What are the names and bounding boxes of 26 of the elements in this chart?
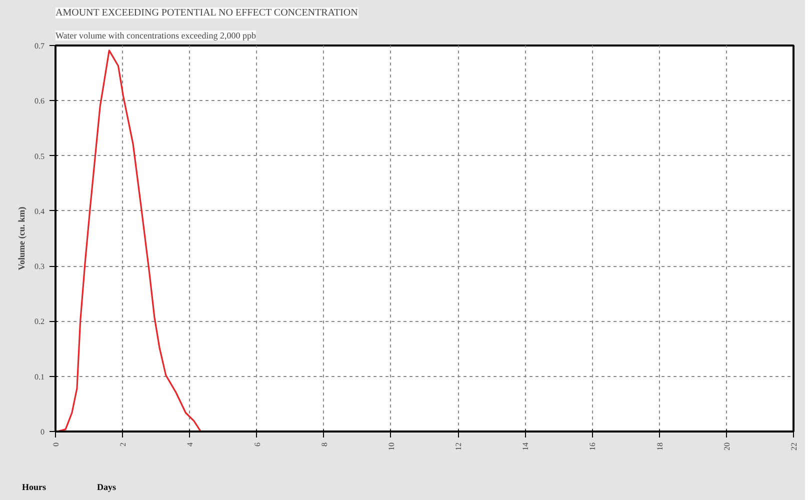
x-tick-label: 22 — [790, 442, 798, 450]
text: Days — [97, 481, 116, 494]
y-tick-label: 0.5 — [34, 152, 44, 161]
x-tick-label: 16 — [588, 442, 598, 450]
x-tick-label: 10 — [386, 442, 396, 450]
y-tick-label: 0 — [40, 428, 44, 436]
x-tick-label: 18 — [655, 442, 664, 450]
x-tick-label: 0 — [52, 442, 60, 446]
y-axis-title: Volume (cu. km) — [16, 206, 26, 270]
x-tick-label: 14 — [521, 442, 530, 450]
y-tick-label: 0.6 — [34, 96, 44, 106]
text: Hours — [22, 481, 46, 494]
y-tick-label: 0.3 — [34, 262, 44, 272]
y-tick-label: 0.2 — [34, 317, 44, 326]
line-series — [56, 50, 202, 432]
x-tick-label: 2 — [118, 442, 128, 446]
y-tick-label: 0.7 — [34, 42, 44, 50]
x-tick-label: 8 — [320, 442, 329, 446]
x-tick-label: 20 — [722, 442, 732, 450]
y-tick-label: 0.4 — [34, 206, 44, 216]
x-tick-label: 4 — [186, 442, 195, 446]
x-tick-label: 6 — [252, 442, 262, 446]
x-tick-label: 12 — [454, 442, 464, 450]
y-tick-label: 0.1 — [34, 372, 44, 382]
chart-subtitle: Water volume with concentrations exceeding 2,000 ppb — [56, 30, 256, 40]
chart-title: AMOUNT EXCEEDING POTENTIAL NO EFFECT CONCENTRATION — [56, 8, 358, 18]
